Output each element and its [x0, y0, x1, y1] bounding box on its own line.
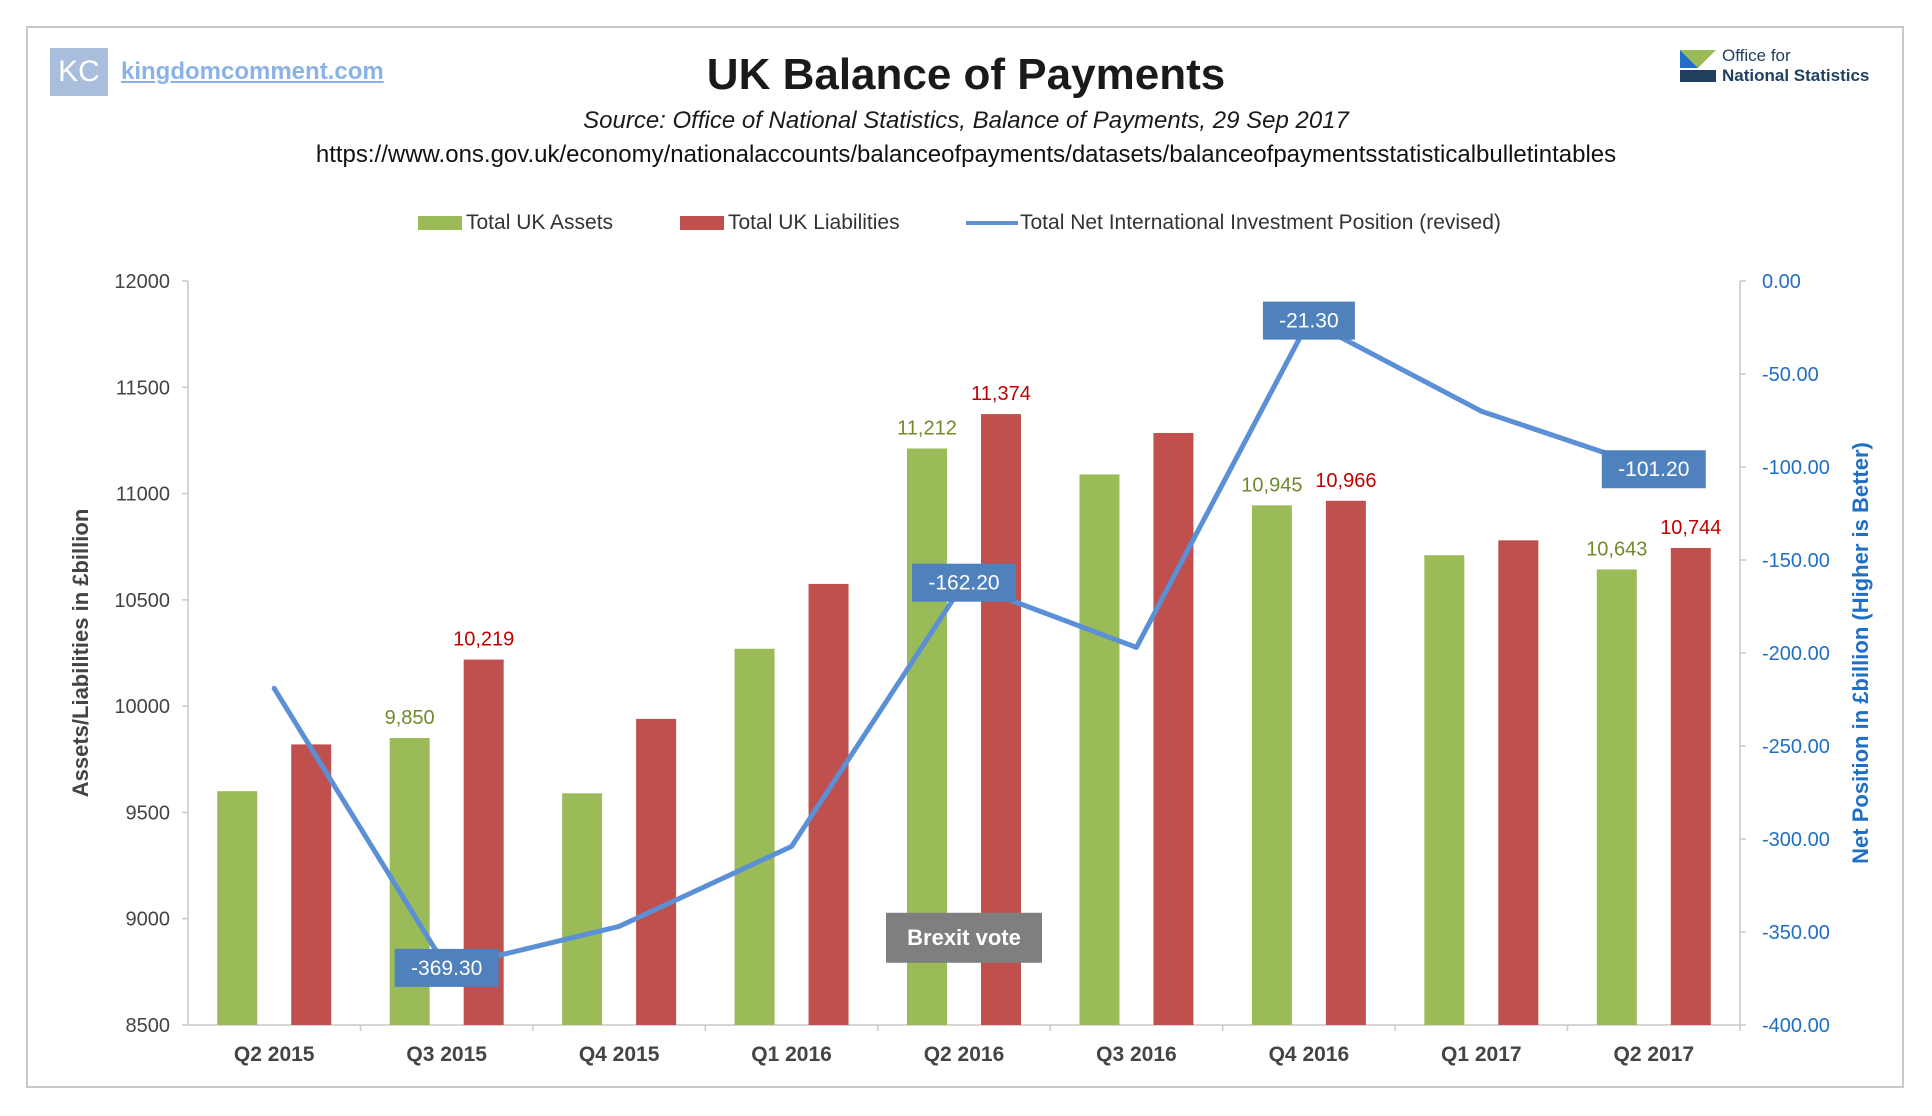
chart-title: UK Balance of Payments [706, 50, 1226, 99]
right-tick-label: -150.00 [1762, 550, 1830, 572]
data-label-liabilities: 10,219 [453, 629, 514, 651]
net-position-label: -101.20 [1618, 458, 1689, 481]
x-tick-label: Q4 2015 [579, 1043, 660, 1066]
right-tick-label: 0.00 [1762, 271, 1801, 293]
data-label-assets: 10,643 [1586, 538, 1647, 560]
annotation-box [886, 912, 1042, 963]
left-tick-label: 9000 [126, 909, 171, 931]
x-tick-label: Q2 2017 [1613, 1043, 1694, 1066]
chart-subtitle: Source: Office of National Statistics, B… [583, 107, 1349, 134]
kc-logo: KC [50, 48, 108, 96]
net-position-label-box [1601, 450, 1706, 489]
x-tick-label: Q1 2016 [751, 1043, 832, 1066]
left-tick-label: 8500 [126, 1015, 171, 1037]
right-tick-label: -100.00 [1762, 457, 1830, 479]
bar-liabilities [1153, 432, 1194, 1025]
chart-frame [26, 26, 1904, 1088]
bar-liabilities [291, 744, 332, 1025]
legend-item-assets: Total UK Assets [418, 210, 613, 236]
net-position-label-box [912, 563, 1016, 602]
right-tick-label: -350.00 [1762, 922, 1830, 944]
x-tick-label: Q2 2015 [234, 1043, 315, 1066]
right-tick-label: -50.00 [1762, 364, 1819, 386]
bar-liabilities [808, 583, 849, 1025]
legend-swatch-net-position [966, 221, 1018, 226]
bar-assets [1596, 569, 1637, 1025]
bar-assets [734, 648, 775, 1025]
bar-assets [1079, 474, 1120, 1025]
legend-label-assets: Total UK Assets [466, 211, 614, 234]
bar-assets [1424, 555, 1465, 1025]
site-link[interactable]: kingdomcomment.com [121, 58, 384, 85]
data-label-assets: 9,850 [385, 707, 435, 729]
ons-logo-text: Office for National Statistics [1722, 46, 1869, 86]
net-position-label: -21.30 [1279, 310, 1339, 333]
x-tick-label: Q4 2016 [1269, 1043, 1350, 1066]
bar-assets [217, 791, 258, 1025]
chart-legend: Total UK Assets Total UK Liabilities Tot… [0, 210, 1932, 240]
bar-assets [1251, 505, 1292, 1026]
annotation-brexit-vote: Brexit vote [907, 925, 1021, 950]
legend-label-net-position: Total Net International Investment Posit… [1020, 211, 1501, 234]
ons-logo-icon [1680, 50, 1716, 82]
bar-liabilities [1498, 540, 1539, 1025]
ons-logo-line2: National Statistics [1722, 66, 1870, 85]
ons-logo-line1: Office for [1722, 46, 1791, 65]
source-url: https://www.ons.gov.uk/economy/nationala… [315, 141, 1617, 168]
y-axis-label-left: Assets/Liabilities in £billion [68, 509, 93, 798]
bar-assets [562, 793, 603, 1025]
left-tick-label: 10000 [114, 696, 170, 718]
data-label-liabilities: 10,966 [1315, 470, 1376, 492]
net-position-label-box [1262, 301, 1355, 340]
x-tick-label: Q1 2017 [1441, 1043, 1522, 1066]
net-position-label: -162.20 [928, 572, 999, 595]
data-label-liabilities: 11,374 [971, 383, 1031, 405]
bar-liabilities [1670, 547, 1711, 1025]
net-position-label-box [394, 948, 499, 987]
data-label-assets: 11,212 [897, 418, 957, 440]
legend-item-net-position: Total Net International Investment Posit… [966, 210, 1501, 236]
left-tick-label: 9500 [126, 802, 171, 824]
legend-swatch-liabilities [680, 216, 724, 231]
x-tick-label: Q3 2015 [406, 1043, 487, 1066]
data-label-assets: 10,945 [1241, 474, 1302, 496]
x-tick-label: Q2 2016 [924, 1043, 1005, 1066]
right-tick-label: -300.00 [1762, 829, 1830, 851]
left-tick-label: 10500 [114, 590, 170, 612]
right-tick-label: -200.00 [1762, 643, 1830, 665]
right-tick-label: -400.00 [1762, 1015, 1830, 1037]
bar-liabilities [1325, 500, 1366, 1026]
left-tick-label: 12000 [114, 271, 170, 293]
right-tick-label: -250.00 [1762, 736, 1830, 758]
left-tick-label: 11500 [116, 377, 170, 399]
data-label-liabilities: 10,744 [1660, 517, 1721, 539]
legend-swatch-assets [418, 216, 462, 231]
net-position-label: -369.30 [411, 957, 482, 980]
bar-liabilities [636, 718, 677, 1025]
left-tick-label: 11000 [116, 484, 170, 506]
x-tick-label: Q3 2016 [1096, 1043, 1177, 1066]
legend-item-liabilities: Total UK Liabilities [680, 210, 900, 236]
legend-label-liabilities: Total UK Liabilities [728, 211, 900, 234]
y-axis-label-right: Net Position in £billion (Higher is Bett… [1848, 442, 1873, 864]
